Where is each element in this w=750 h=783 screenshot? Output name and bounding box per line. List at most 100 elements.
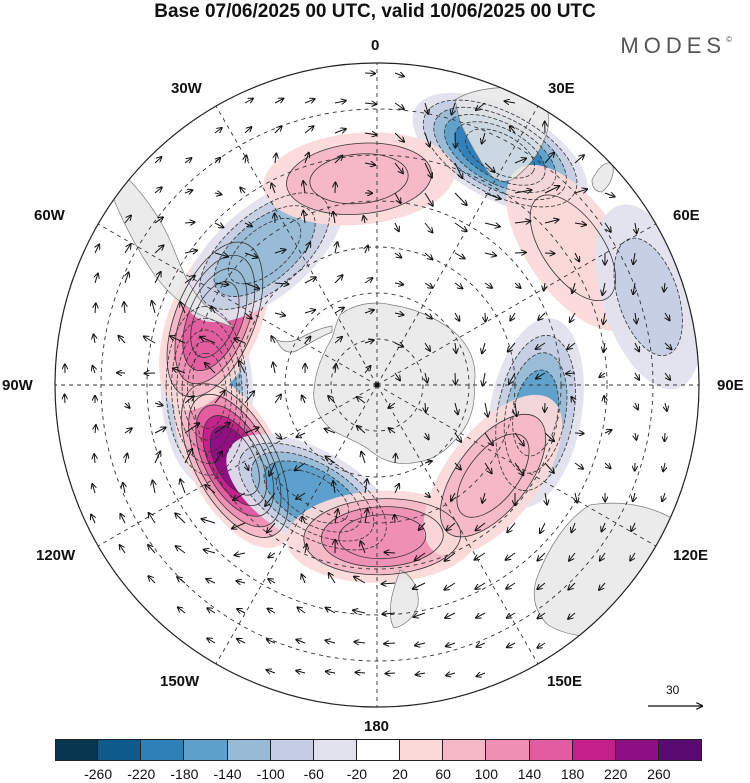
wind-vector (635, 432, 636, 440)
wind-vector (296, 492, 306, 499)
lon-label-180: 180 (364, 718, 390, 735)
wind-vector (575, 492, 577, 503)
colorbar-tick-label: 180 (560, 766, 585, 782)
wind-vector (354, 642, 366, 643)
wind-vector (334, 101, 346, 103)
wind-vector (664, 282, 665, 292)
wind-vector (395, 454, 396, 464)
meridian-line (376, 223, 657, 386)
wind-vector (334, 275, 343, 284)
wind-vector (413, 582, 426, 589)
colorbar-tick-label: -60 (303, 766, 324, 782)
wind-vector (274, 313, 285, 316)
wind-vector (233, 492, 246, 500)
lon-label-0: 0 (371, 37, 380, 54)
wind-vector (664, 372, 670, 380)
wind-vector (454, 432, 461, 442)
wind-vector (361, 541, 366, 554)
wind-vector (304, 277, 316, 284)
wind-vector (455, 372, 456, 384)
contour-line (433, 106, 567, 201)
wind-vector (454, 192, 467, 205)
meridian-line (97, 223, 378, 386)
wind-vector (574, 189, 587, 193)
colorbar-bin (486, 739, 530, 761)
wind-vector (245, 155, 246, 164)
wind-vector (567, 342, 576, 349)
brand-text: MODES (620, 33, 727, 58)
wind-vector (663, 462, 665, 471)
wind-vector (536, 342, 546, 349)
wind-vector (514, 283, 521, 288)
wind-vector (386, 673, 396, 674)
wind-vector (570, 312, 576, 322)
lon-label-30e: 30E (548, 80, 575, 97)
wind-vector (357, 397, 366, 404)
wind-vector (334, 156, 343, 164)
wind-vector (630, 552, 636, 561)
wind-vector (382, 613, 396, 614)
colorbar-tick-label: -20 (346, 766, 368, 782)
wind-vector (454, 162, 462, 178)
wind-vector (124, 244, 131, 254)
wind-vector (184, 423, 199, 434)
wind-vector (475, 552, 486, 560)
wind-vector (215, 158, 220, 163)
wind-vector (154, 403, 163, 405)
wind-vector (452, 102, 456, 115)
meridian-line (215, 105, 378, 386)
brand-logo: MODES© (620, 33, 732, 59)
colorbar-tick-label: -140 (213, 766, 242, 782)
wind-vector (574, 223, 586, 225)
wind-vector (424, 162, 432, 178)
wind-vector (237, 609, 246, 613)
wind-vector (419, 522, 426, 530)
land-masses (111, 87, 691, 637)
wind-vector (415, 552, 426, 560)
wind-vector (476, 612, 486, 618)
wind-vector (364, 73, 375, 74)
wind-vector (176, 546, 186, 554)
wind-vector (356, 672, 366, 673)
wind-vector (235, 553, 246, 555)
wind-vector (205, 363, 216, 374)
chart-title: Base 07/06/2025 00 UTC, valid 10/06/2025… (154, 1, 596, 22)
wind-vector (296, 433, 306, 437)
wind-vector (214, 283, 228, 285)
wind-vector (395, 222, 399, 231)
wind-vector (268, 609, 276, 613)
wind-vector (268, 553, 276, 557)
wind-vector (154, 157, 161, 164)
wind-vector (635, 222, 637, 233)
wind-vector (267, 670, 276, 673)
meridian-line (376, 105, 539, 386)
wind-vector (271, 336, 275, 344)
wind-vector (153, 481, 156, 494)
contour-line (422, 99, 578, 208)
wind-vector (269, 462, 276, 476)
wind-vector (123, 483, 125, 494)
wind-vector (545, 492, 547, 505)
colorbar (55, 739, 703, 761)
wind-vector (568, 582, 576, 590)
contour-line (309, 153, 409, 205)
wind-vector (385, 552, 396, 553)
wind-vector (95, 244, 99, 254)
wind-vector (267, 639, 276, 643)
wind-vector (149, 513, 156, 524)
colorbar-tick-label: -260 (84, 766, 113, 782)
wind-vector (305, 544, 307, 554)
wind-vector (604, 430, 612, 433)
contour-line (456, 433, 530, 518)
wind-vector (424, 342, 430, 351)
wind-vector (205, 485, 216, 494)
wind-vector (507, 643, 516, 647)
wind-vector (425, 402, 426, 412)
wind-vector (444, 582, 456, 590)
wind-vector (125, 403, 130, 408)
wind-vector (364, 340, 374, 343)
colorbar-tick-label: 100 (474, 766, 499, 782)
wind-vector (120, 545, 126, 554)
lon-label-120w: 120W (36, 547, 76, 564)
contour-line (188, 393, 282, 528)
